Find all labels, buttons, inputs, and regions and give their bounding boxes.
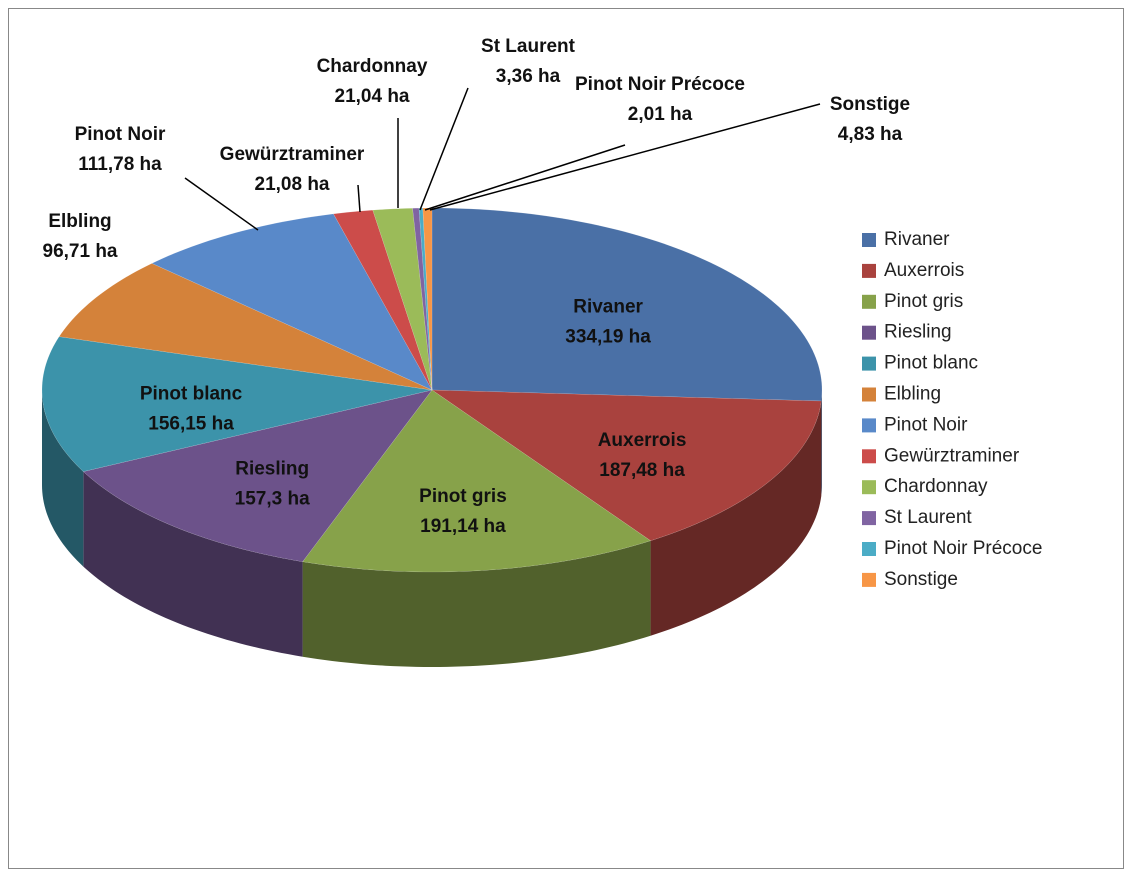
leader-line xyxy=(357,184,361,213)
slice-side xyxy=(821,390,822,497)
legend-swatch xyxy=(862,263,876,278)
data-label-value: 96,71 ha xyxy=(43,241,118,262)
slice xyxy=(431,207,823,402)
leader-line xyxy=(184,177,259,231)
leader-line xyxy=(419,87,469,211)
slice xyxy=(58,263,433,391)
legend-swatch xyxy=(862,233,876,247)
data-label-value: 187,48 ha xyxy=(599,460,685,481)
data-label-name: St Laurent xyxy=(481,36,576,57)
data-label-name: Pinot gris xyxy=(419,486,507,507)
legend-swatch xyxy=(862,511,876,526)
slice-side xyxy=(650,401,822,636)
legend-swatch xyxy=(862,294,876,309)
slice-side xyxy=(83,471,303,657)
slice xyxy=(151,213,433,391)
legend-swatch xyxy=(862,480,876,495)
data-label-value: 3,36 ha xyxy=(496,66,561,87)
legend-label: Pinot gris xyxy=(884,291,963,312)
data-label-name: Gewürztraminer xyxy=(220,144,365,165)
legend-label: Pinot Noir xyxy=(884,414,968,435)
slice xyxy=(431,389,822,542)
slice xyxy=(422,207,433,391)
data-label-value: 157,3 ha xyxy=(235,489,310,510)
legend-swatch xyxy=(862,449,876,464)
legend-label: Gewürztraminer xyxy=(884,445,1020,466)
leader-line xyxy=(424,144,626,211)
slice-side xyxy=(42,390,84,567)
legend-swatch xyxy=(862,356,876,371)
legend-label: Chardonnay xyxy=(884,476,988,497)
data-label-name: Chardonnay xyxy=(317,56,428,77)
data-label-name: Rivaner xyxy=(573,297,643,318)
legend-swatch xyxy=(862,418,876,433)
data-label-name: Pinot Noir xyxy=(75,124,166,145)
data-label-name: Pinot Noir Précoce xyxy=(575,74,745,95)
data-label-name: Riesling xyxy=(235,459,309,480)
data-label-value: 111,78 ha xyxy=(78,154,162,175)
legend-label: Pinot Noir Précoce xyxy=(884,538,1042,559)
data-label-name: Pinot blanc xyxy=(140,383,243,404)
legend-label: Auxerrois xyxy=(884,260,964,281)
data-label-value: 21,04 ha xyxy=(335,86,410,107)
slice xyxy=(333,209,433,391)
slice xyxy=(82,389,433,562)
data-label-value: 2,01 ha xyxy=(628,104,693,125)
slice-side xyxy=(302,540,651,667)
data-label-value: 4,83 ha xyxy=(838,124,903,145)
slice xyxy=(302,389,652,573)
slice xyxy=(372,207,433,391)
leader-line xyxy=(429,103,821,211)
data-label-name: Elbling xyxy=(48,211,111,232)
legend-label: Elbling xyxy=(884,384,941,405)
legend-swatch xyxy=(862,572,876,587)
data-label-name: Auxerrois xyxy=(598,430,687,451)
legend-swatch xyxy=(862,325,876,340)
legend-swatch xyxy=(862,387,876,402)
data-label-value: 156,15 ha xyxy=(148,413,234,434)
data-label-value: 334,19 ha xyxy=(565,327,651,348)
legend-label: Riesling xyxy=(884,322,952,343)
legend-label: St Laurent xyxy=(884,507,972,528)
data-label-value: 191,14 ha xyxy=(420,516,506,537)
slice xyxy=(41,336,433,472)
legend-swatch xyxy=(862,542,876,556)
legend-label: Rivaner xyxy=(884,229,950,250)
data-label-name: Sonstige xyxy=(830,94,910,115)
data-label-value: 21,08 ha xyxy=(255,174,330,195)
legend-label: Sonstige xyxy=(884,569,958,590)
legend-label: Pinot blanc xyxy=(884,353,978,374)
